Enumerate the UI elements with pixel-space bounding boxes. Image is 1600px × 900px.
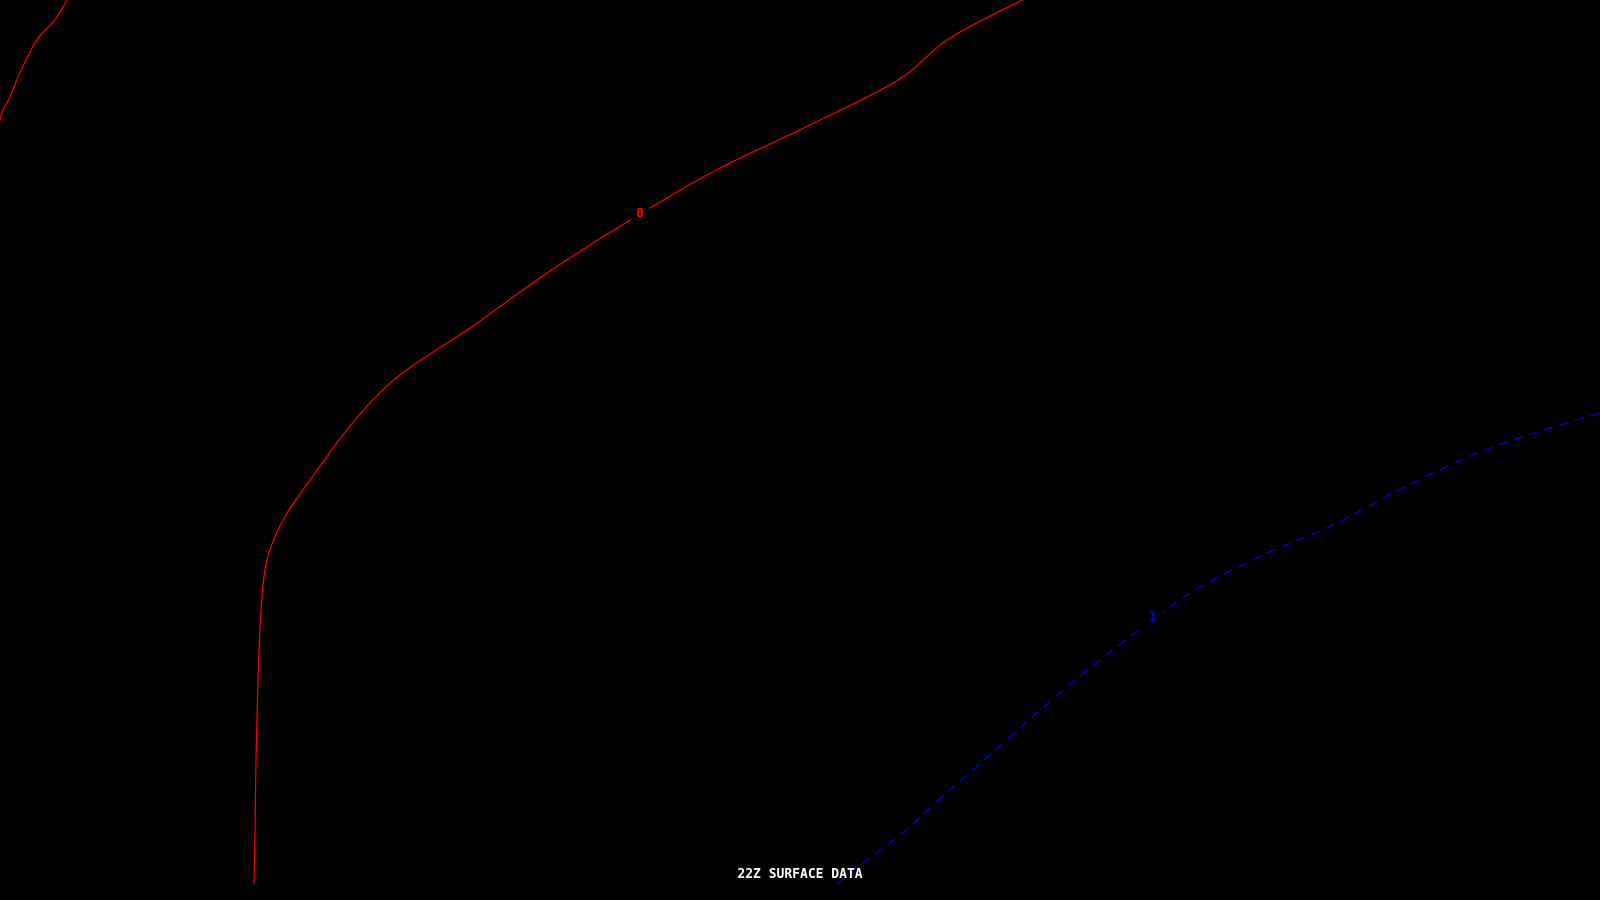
blue-contour-labeled-1-label: 1 — [1149, 611, 1157, 626]
red-contour-labeled-0-label-mask — [631, 204, 649, 224]
red-contour-upper-left-line — [0, 0, 68, 122]
red-contour-labeled-0-line — [253, 0, 1023, 885]
red-contour-labeled-0-label: 0 — [636, 207, 644, 222]
blue-contour-labeled-1-label-mask — [1144, 608, 1162, 628]
blue-contour-labeled-1-line — [837, 412, 1600, 885]
map-caption: 22Z SURFACE DATA — [737, 867, 863, 882]
